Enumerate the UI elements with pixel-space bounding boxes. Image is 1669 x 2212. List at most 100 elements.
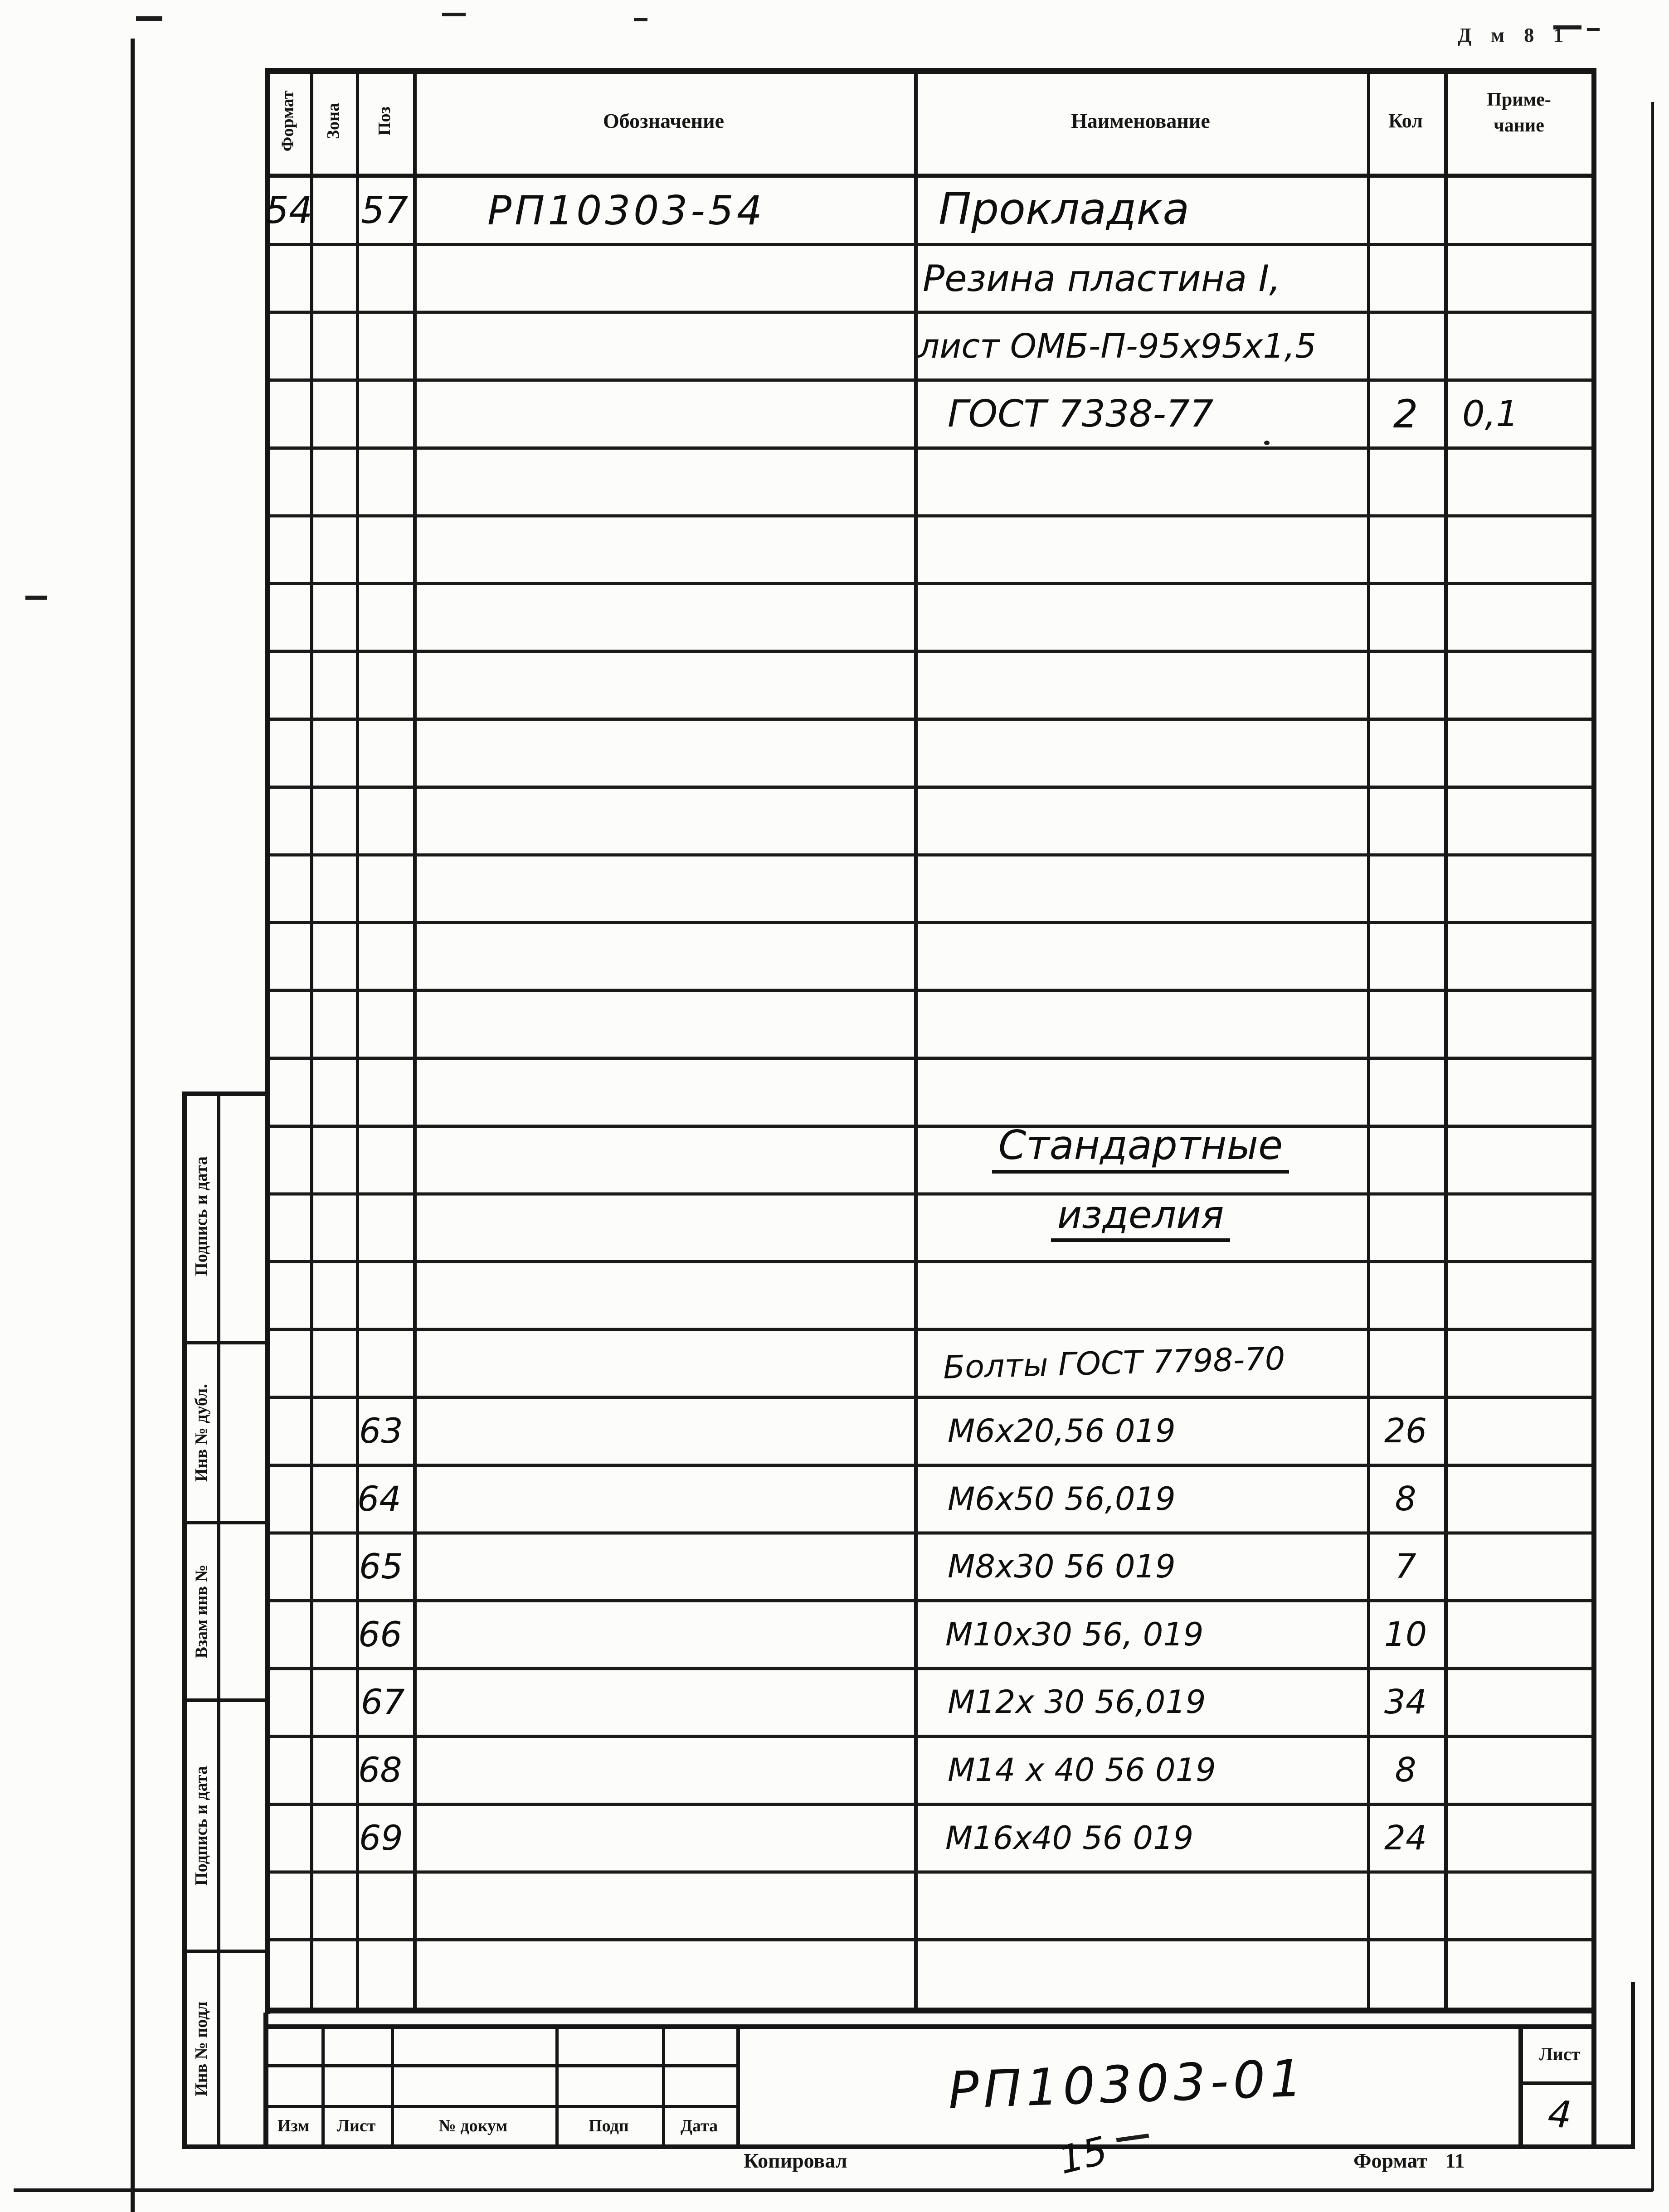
header-zone-label: Зона [323, 102, 343, 139]
header-name: Наименование [1071, 109, 1210, 132]
scan-artifact-dash [442, 13, 466, 16]
bolt-row-pos: 64 [357, 1479, 401, 1519]
section-heading-izdeliya-text: изделия [1051, 1196, 1231, 1242]
titleblock-podp-label: Подп [589, 2116, 629, 2135]
sidebar-box-inv-dubl: Инв № дубл. [182, 1344, 220, 1521]
header-note: Приме- чание [1444, 87, 1594, 138]
bolt-row-pos: 67 [361, 1682, 405, 1722]
sidebar-box-vzam-inv: Взам инв № [182, 1524, 220, 1698]
bolt-row-name: М12х 30 56,019 [948, 1683, 1206, 1721]
sidebar-border-right [263, 2013, 268, 2149]
sidebar-box-podpis-data-1: Подпись и дата [182, 1091, 220, 1341]
header-pos-label: Поз [375, 106, 394, 136]
entry-designation: РП10303-54 [487, 187, 765, 234]
section-heading-standard: Стандартные [914, 1123, 1367, 1191]
scan-artifact-dash [1587, 28, 1600, 31]
header-qty: Кол [1388, 110, 1423, 132]
bolt-row-qty: 8 [1395, 1480, 1416, 1518]
sidebar-label: Взам инв № [192, 1564, 211, 1659]
bolt-row-name: М6х50 56,019 [948, 1480, 1176, 1518]
titleblock-hline [263, 2105, 738, 2108]
entry-pos: 57 [360, 189, 409, 232]
header-pos: Поз [356, 68, 413, 174]
bolt-row-qty: 10 [1384, 1615, 1427, 1654]
sidebar-label: Подпись и дата [192, 1766, 211, 1886]
doc-number: РП10303-01 [947, 2048, 1308, 2120]
sidebar-label-divider [217, 1091, 220, 2144]
entry-format: 54 [265, 189, 313, 232]
section-heading-standard-text: Стандартные [992, 1125, 1289, 1174]
bolt-row-pos: 69 [359, 1818, 403, 1858]
table-border-left [265, 68, 270, 2014]
bolt-row-qty: 26 [1384, 1412, 1427, 1450]
titleblock-bottom-line [182, 2144, 1635, 2149]
section-heading-izdeliya: изделия [914, 1192, 1367, 1260]
entry-gost-note: 0,1 [1462, 394, 1519, 435]
scan-artifact-dash [634, 18, 647, 21]
table-border-right [1591, 68, 1596, 2149]
group-heading-bolts: Болты ГОСТ 7798-70 [943, 1340, 1286, 1386]
entry-name: Прокладка [939, 184, 1190, 234]
page-frame-right [1651, 102, 1654, 2191]
sidebar-divider [182, 1950, 268, 1953]
sidebar-box-inv-podl: Инв № подл [182, 1953, 220, 2144]
header-note-line1: Приме- [1487, 89, 1551, 110]
sidebar-label: Инв № подл [192, 2001, 211, 2096]
page-bottom-line [14, 2188, 1653, 2192]
sidebar-divider [182, 1341, 268, 1344]
scan-artifact-dash [25, 596, 47, 600]
sidebar-divider [182, 1698, 268, 1702]
page-frame-left [131, 39, 135, 2212]
entry-gost: ГОСТ 7338-77 [948, 393, 1214, 436]
bolt-row-qty: 34 [1384, 1683, 1427, 1722]
sidebar-box-podpis-data-2: Подпись и дата [182, 1702, 220, 1950]
titleblock-doc-number-cell: РП10303-01 [736, 2024, 1518, 2144]
titleblock-data-label: Дата [680, 2116, 718, 2135]
sidebar-border-top [182, 1091, 268, 1096]
header-note-line2: чание [1494, 115, 1544, 136]
scan-artifact-dash [136, 16, 162, 21]
sidebar-label: Подпись и дата [192, 1156, 211, 1276]
bolt-row-name: М14 х 40 56 019 [948, 1751, 1216, 1789]
table-row-grid-lines [270, 243, 1591, 1944]
entry-gost-qty: 2 [1393, 392, 1418, 437]
bolt-row-name: М8х30 56 019 [948, 1548, 1176, 1585]
entry-material-line2: лист ОМБ-П-95х95х1,5 [918, 327, 1317, 366]
entry-material-line1: Резина пластина I, [923, 257, 1281, 300]
titleblock-list-label: Лист [336, 2116, 376, 2135]
titleblock-vline [555, 2024, 559, 2144]
titleblock-dokum-label: № докум [438, 2116, 508, 2135]
top-right-stamp-mark: Д м 8 1 [1458, 24, 1571, 46]
header-format: Формат [265, 68, 310, 174]
titleblock-vline [662, 2024, 665, 2144]
sidebar-divider [182, 1521, 268, 1524]
table-border-bottom [265, 2008, 1596, 2013]
header-format-label: Формат [278, 90, 297, 151]
scan-artifact-dash [1553, 25, 1581, 29]
bolt-row-qty: 8 [1395, 1751, 1416, 1790]
bolt-row-pos: 63 [359, 1411, 403, 1451]
bolt-row-name: М16х40 56 019 [945, 1819, 1194, 1857]
titleblock-izm-label: Изм [277, 2116, 310, 2135]
bolt-row-pos: 66 [358, 1614, 402, 1654]
bolt-row-name: М6х20,56 019 [948, 1412, 1176, 1450]
bolt-row-pos: 68 [358, 1750, 402, 1790]
header-designation: Обозначение [603, 109, 725, 132]
kopiroval-label: Копировал [744, 2149, 847, 2172]
sheet-number-cell: 4 [1523, 2085, 1596, 2144]
sidebar-border-left [182, 1091, 187, 2149]
table-border-top [265, 68, 1596, 74]
titleblock-vline [321, 2024, 325, 2144]
titleblock-vline [736, 2024, 740, 2144]
titleblock-vline [391, 2024, 394, 2144]
titleblock-hline [263, 2064, 738, 2067]
bolt-row-name: М10х30 56, 019 [945, 1616, 1204, 1653]
titleblock-sheet-divider [1518, 2081, 1596, 2085]
bolt-row-qty: 7 [1395, 1547, 1416, 1586]
page-frame-right-inner [1631, 1982, 1635, 2149]
bolt-row-pos: 65 [359, 1546, 403, 1586]
sheet-label-cell: Лист [1539, 2043, 1581, 2064]
titleblock-top-line [263, 2024, 1596, 2029]
header-zone: Зона [310, 68, 356, 174]
